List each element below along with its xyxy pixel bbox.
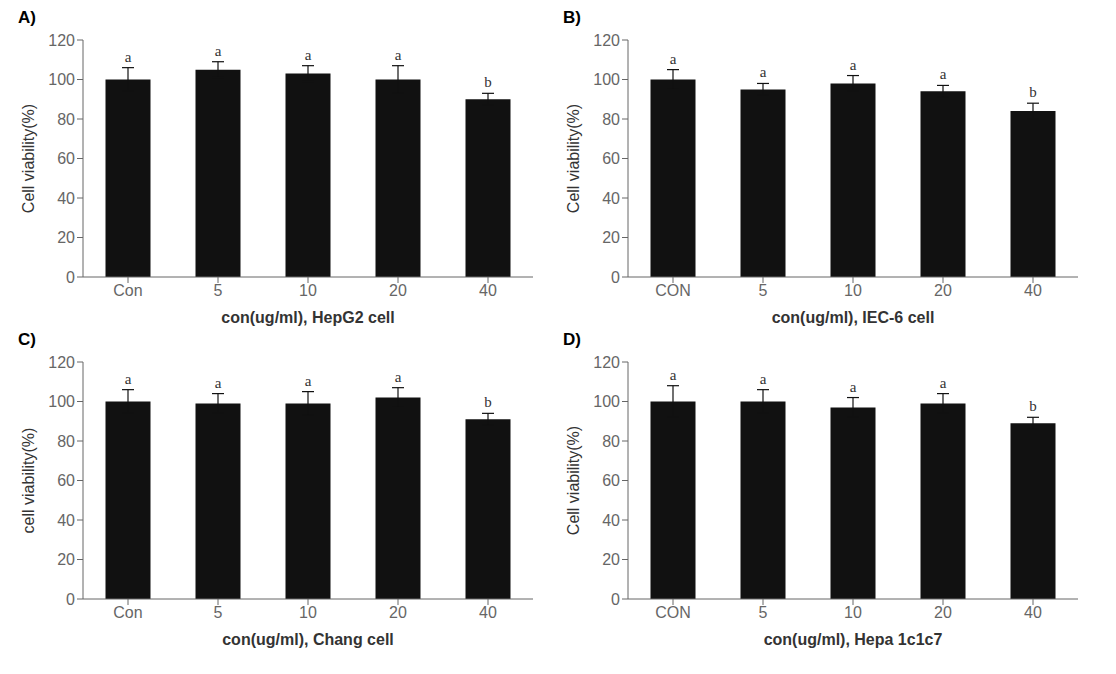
svg-text:a: a xyxy=(215,43,222,59)
svg-text:10: 10 xyxy=(844,604,862,621)
svg-text:100: 100 xyxy=(48,71,75,88)
svg-text:0: 0 xyxy=(611,269,620,286)
svg-text:20: 20 xyxy=(389,282,407,299)
svg-text:a: a xyxy=(215,375,222,391)
svg-text:100: 100 xyxy=(593,71,620,88)
svg-text:a: a xyxy=(760,64,767,80)
html-text:C): C) xyxy=(18,330,36,349)
svg-text:80: 80 xyxy=(602,433,620,450)
svg-text:0: 0 xyxy=(611,591,620,608)
svg-text:60: 60 xyxy=(57,150,75,167)
svg-text:a: a xyxy=(670,367,677,383)
svg-text:80: 80 xyxy=(57,433,75,450)
svg-text:a: a xyxy=(125,49,132,65)
svg-text:20: 20 xyxy=(57,229,75,246)
svg-text:40: 40 xyxy=(1024,282,1042,299)
svg-text:100: 100 xyxy=(48,393,75,410)
svg-text:b: b xyxy=(484,394,492,410)
svg-text:a: a xyxy=(850,57,857,73)
svg-text:120: 120 xyxy=(593,354,620,371)
svg-text:Cell viability(%): Cell viability(%) xyxy=(20,104,37,213)
svg-text:40: 40 xyxy=(602,512,620,529)
svg-text:a: a xyxy=(760,371,767,387)
svg-text:5: 5 xyxy=(759,604,768,621)
svg-text:100: 100 xyxy=(593,393,620,410)
svg-text:20: 20 xyxy=(389,604,407,621)
svg-text:20: 20 xyxy=(934,282,952,299)
svg-text:con(ug/ml), Hepa 1c1c7: con(ug/ml), Hepa 1c1c7 xyxy=(764,631,943,648)
svg-text:120: 120 xyxy=(48,32,75,49)
svg-text:20: 20 xyxy=(602,551,620,568)
svg-text:5: 5 xyxy=(214,604,223,621)
svg-text:120: 120 xyxy=(48,354,75,371)
svg-text:a: a xyxy=(125,371,132,387)
svg-text:40: 40 xyxy=(602,190,620,207)
svg-text:con(ug/ml), HepG2 cell: con(ug/ml), HepG2 cell xyxy=(221,309,394,326)
svg-text:Con: Con xyxy=(113,604,142,621)
svg-text:a: a xyxy=(395,369,402,385)
svg-text:cell viability(%): cell viability(%) xyxy=(20,428,37,534)
svg-text:40: 40 xyxy=(1024,604,1042,621)
svg-text:40: 40 xyxy=(57,512,75,529)
svg-text:20: 20 xyxy=(602,229,620,246)
svg-text:a: a xyxy=(395,47,402,63)
html-text:B): B) xyxy=(563,8,581,27)
svg-text:10: 10 xyxy=(299,282,317,299)
svg-text:Cell viability(%): Cell viability(%) xyxy=(565,426,582,535)
svg-text:60: 60 xyxy=(602,472,620,489)
svg-text:40: 40 xyxy=(57,190,75,207)
svg-text:CON: CON xyxy=(655,604,691,621)
svg-text:a: a xyxy=(305,373,312,389)
svg-text:10: 10 xyxy=(299,604,317,621)
svg-text:0: 0 xyxy=(66,591,75,608)
svg-text:80: 80 xyxy=(57,111,75,128)
svg-text:40: 40 xyxy=(479,604,497,621)
html-text:A): A) xyxy=(18,8,36,27)
svg-text:con(ug/ml), Chang cell: con(ug/ml), Chang cell xyxy=(222,631,394,648)
svg-text:a: a xyxy=(940,66,947,82)
svg-text:b: b xyxy=(484,74,492,90)
svg-text:b: b xyxy=(1029,84,1037,100)
svg-text:0: 0 xyxy=(66,269,75,286)
svg-text:120: 120 xyxy=(593,32,620,49)
svg-text:con(ug/ml), IEC-6 cell: con(ug/ml), IEC-6 cell xyxy=(772,309,935,326)
svg-text:5: 5 xyxy=(759,282,768,299)
html-text:D): D) xyxy=(563,330,581,349)
svg-text:a: a xyxy=(940,375,947,391)
svg-text:60: 60 xyxy=(57,472,75,489)
svg-text:60: 60 xyxy=(602,150,620,167)
svg-text:CON: CON xyxy=(655,282,691,299)
svg-text:10: 10 xyxy=(844,282,862,299)
svg-text:80: 80 xyxy=(602,111,620,128)
svg-text:20: 20 xyxy=(57,551,75,568)
svg-text:a: a xyxy=(850,379,857,395)
svg-text:5: 5 xyxy=(214,282,223,299)
svg-text:a: a xyxy=(305,47,312,63)
svg-text:40: 40 xyxy=(479,282,497,299)
svg-text:b: b xyxy=(1029,398,1037,414)
svg-text:a: a xyxy=(670,51,677,67)
svg-text:Con: Con xyxy=(113,282,142,299)
svg-text:Cell viability(%): Cell viability(%) xyxy=(565,104,582,213)
svg-text:20: 20 xyxy=(934,604,952,621)
